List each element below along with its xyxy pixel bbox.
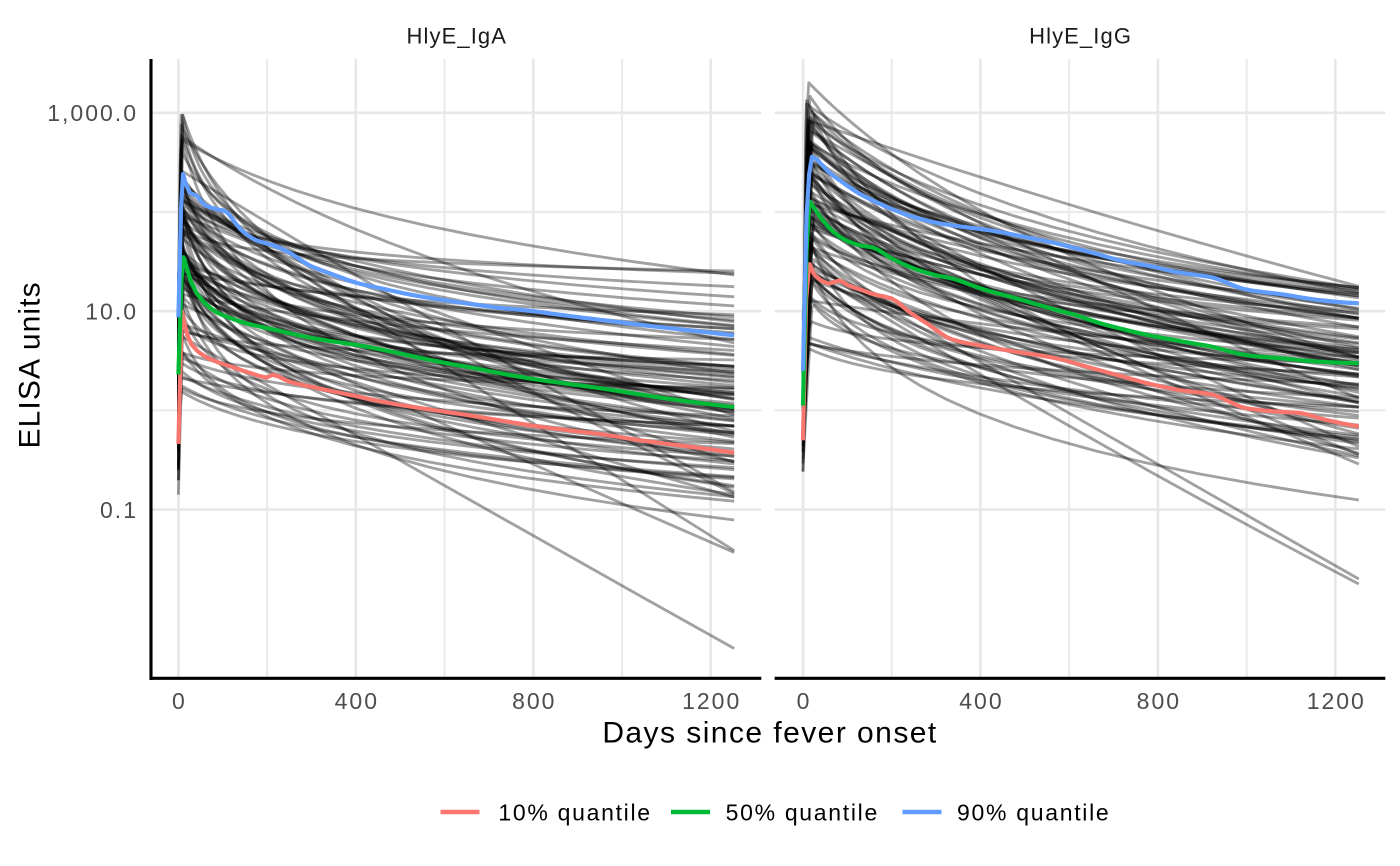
svg-text:50% quantile: 50% quantile: [726, 799, 879, 825]
svg-text:10.0: 10.0: [85, 299, 138, 325]
svg-text:0.1: 0.1: [100, 497, 138, 523]
svg-text:1,000.0: 1,000.0: [47, 100, 138, 126]
svg-text:800: 800: [512, 688, 556, 714]
svg-text:1200: 1200: [682, 688, 741, 714]
svg-text:90% quantile: 90% quantile: [957, 799, 1110, 825]
svg-text:800: 800: [1137, 688, 1181, 714]
svg-text:400: 400: [335, 688, 379, 714]
svg-text:Days since fever onset: Days since fever onset: [602, 717, 937, 750]
svg-text:0: 0: [797, 688, 812, 714]
svg-text:0: 0: [172, 688, 187, 714]
svg-text:HlyE_IgA: HlyE_IgA: [407, 24, 508, 49]
svg-text:10% quantile: 10% quantile: [498, 799, 651, 825]
svg-text:ELISA units: ELISA units: [14, 281, 47, 448]
svg-text:400: 400: [959, 688, 1003, 714]
svg-text:HlyE_IgG: HlyE_IgG: [1029, 24, 1132, 49]
svg-text:1200: 1200: [1307, 688, 1366, 714]
